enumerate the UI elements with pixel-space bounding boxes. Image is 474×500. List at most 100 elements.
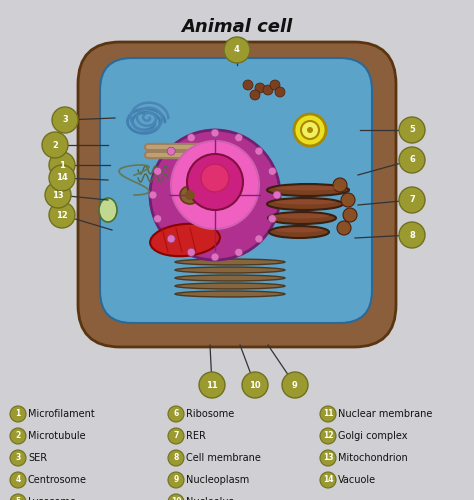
Text: 11: 11 [206, 380, 218, 390]
Circle shape [168, 494, 184, 500]
Circle shape [343, 208, 357, 222]
Text: 11: 11 [323, 410, 333, 418]
Circle shape [399, 147, 425, 173]
Circle shape [45, 182, 71, 208]
Circle shape [168, 450, 184, 466]
Circle shape [52, 107, 78, 133]
Circle shape [49, 152, 75, 178]
Circle shape [10, 406, 26, 422]
Ellipse shape [175, 283, 285, 289]
Circle shape [255, 83, 265, 93]
Ellipse shape [99, 198, 117, 222]
Text: Cell membrane: Cell membrane [186, 453, 261, 463]
Circle shape [294, 114, 326, 146]
Text: Nuclear membrane: Nuclear membrane [338, 409, 432, 419]
Ellipse shape [175, 267, 285, 273]
Text: 3: 3 [62, 116, 68, 124]
Text: 13: 13 [323, 454, 333, 462]
Circle shape [185, 190, 195, 200]
Circle shape [268, 168, 276, 175]
Text: Ribosome: Ribosome [186, 409, 234, 419]
Text: 2: 2 [52, 140, 58, 149]
Text: 10: 10 [249, 380, 261, 390]
Text: Microtubule: Microtubule [28, 431, 86, 441]
Circle shape [235, 134, 243, 141]
Circle shape [211, 253, 219, 261]
Text: 14: 14 [323, 476, 333, 484]
Circle shape [168, 406, 184, 422]
Circle shape [187, 134, 195, 141]
Circle shape [320, 450, 336, 466]
Circle shape [320, 406, 336, 422]
Circle shape [243, 80, 253, 90]
Text: 9: 9 [173, 476, 179, 484]
Text: 3: 3 [15, 454, 21, 462]
Circle shape [49, 165, 75, 191]
Text: 4: 4 [15, 476, 21, 484]
Circle shape [224, 37, 250, 63]
Text: 12: 12 [323, 432, 333, 440]
Ellipse shape [180, 186, 200, 204]
Text: 1: 1 [15, 410, 21, 418]
Circle shape [201, 164, 229, 192]
Circle shape [399, 117, 425, 143]
Ellipse shape [175, 259, 285, 265]
Ellipse shape [275, 228, 323, 232]
Circle shape [263, 85, 273, 95]
Circle shape [270, 80, 280, 90]
Text: 8: 8 [409, 230, 415, 239]
Ellipse shape [275, 214, 329, 218]
Text: 1: 1 [59, 160, 65, 170]
Circle shape [10, 450, 26, 466]
Circle shape [154, 168, 162, 175]
Text: 7: 7 [173, 432, 179, 440]
Circle shape [199, 372, 225, 398]
FancyBboxPatch shape [78, 42, 396, 347]
Circle shape [341, 193, 355, 207]
Circle shape [168, 428, 184, 444]
Circle shape [168, 472, 184, 488]
Ellipse shape [175, 275, 285, 281]
Text: Vacuole: Vacuole [338, 475, 376, 485]
Text: 12: 12 [56, 210, 68, 220]
Text: 10: 10 [171, 498, 181, 500]
Text: 4: 4 [234, 46, 240, 54]
Circle shape [320, 472, 336, 488]
Circle shape [273, 191, 281, 199]
Text: Centrosome: Centrosome [28, 475, 87, 485]
Text: 5: 5 [409, 126, 415, 134]
Text: 6: 6 [173, 410, 179, 418]
Text: 8: 8 [173, 454, 179, 462]
Ellipse shape [267, 184, 349, 196]
Text: RER: RER [186, 431, 206, 441]
Text: Animal cell: Animal cell [182, 18, 292, 36]
Circle shape [10, 428, 26, 444]
Circle shape [167, 147, 175, 155]
Circle shape [255, 147, 263, 155]
Ellipse shape [175, 291, 285, 297]
Circle shape [301, 121, 319, 139]
Circle shape [333, 178, 347, 192]
Circle shape [154, 214, 162, 222]
Circle shape [242, 372, 268, 398]
Circle shape [10, 472, 26, 488]
Circle shape [10, 494, 26, 500]
Text: SER: SER [28, 453, 47, 463]
Circle shape [268, 214, 276, 222]
Text: Nucleoplasm: Nucleoplasm [186, 475, 249, 485]
Circle shape [275, 87, 285, 97]
Text: 5: 5 [16, 498, 20, 500]
Text: 6: 6 [409, 156, 415, 164]
Text: Microfilament: Microfilament [28, 409, 95, 419]
Circle shape [320, 428, 336, 444]
Circle shape [337, 221, 351, 235]
Circle shape [255, 235, 263, 243]
Text: 7: 7 [409, 196, 415, 204]
FancyBboxPatch shape [100, 58, 372, 323]
Ellipse shape [275, 186, 341, 190]
Circle shape [399, 187, 425, 213]
Text: Lysosome: Lysosome [28, 497, 76, 500]
Circle shape [42, 132, 68, 158]
Circle shape [167, 235, 175, 243]
Circle shape [49, 202, 75, 228]
